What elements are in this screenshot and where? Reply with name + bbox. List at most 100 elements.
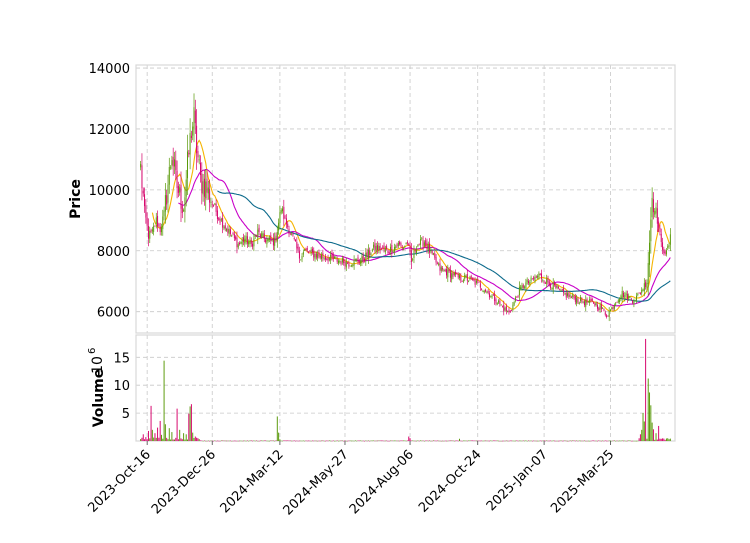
volume-bar [324,440,326,442]
volume-bar [340,440,342,441]
volume-bar [495,440,497,442]
volume-bar [409,438,411,441]
candle-body [280,210,282,213]
candle-body [556,285,558,288]
candle-body [470,276,472,279]
volume-bar [551,440,553,442]
volume-bar [262,440,264,442]
volume-bar [387,440,389,442]
candle-body [574,296,576,302]
volume-bar [289,440,291,442]
volume-bar [318,440,320,442]
candle-body [581,298,583,302]
candle-body [500,304,502,306]
volume-bars [140,338,671,442]
candle-body [609,309,611,311]
volume-bar [557,440,559,442]
candle-body [374,243,376,250]
candle-body [218,218,220,220]
volume-bar [200,440,202,441]
candle-body [252,243,254,247]
candle-body [455,272,457,275]
volume-bar [494,440,496,442]
candle-body [357,257,359,263]
volume-bar [613,440,615,441]
candle-body [216,210,218,220]
candle-body [387,250,389,253]
candle-body [534,276,536,282]
volume-bar [362,440,364,442]
volume-bar [655,433,657,441]
candle-body [388,252,390,254]
candle-body [378,245,380,251]
price-panel-frame [135,64,676,334]
volume-bar [229,440,231,442]
candle-body [417,245,419,247]
volume-bar [305,440,307,442]
candle-body [318,251,320,257]
volume-bar [298,440,300,442]
candle-body [168,166,170,185]
volume-tick-label: 15 [113,351,130,366]
candle-body [206,178,208,193]
volume-bar [538,440,540,442]
candle-body [397,242,399,246]
candle-body [561,289,563,291]
candle-body [353,259,355,266]
candle-body [427,244,429,251]
candle-body [585,299,587,307]
volume-bar [511,440,513,442]
candle-body [632,301,634,303]
candle-body [188,152,190,155]
candle-body [551,288,553,290]
candle-body [236,237,238,248]
candle-body [423,242,425,246]
volume-bar [179,429,181,441]
candle-body [430,249,432,252]
volume-bar [253,440,255,442]
volume-bar [625,440,627,442]
candle-body [603,309,605,311]
candle-body [508,309,510,313]
candle-body [559,289,561,290]
candle-body [292,233,294,236]
volume-bar [297,440,299,442]
candle-body [227,228,229,233]
volume-bar [375,440,377,442]
candle-body [405,242,407,245]
volume-bar [370,440,372,442]
candle-body [171,160,173,166]
volume-bar [499,440,501,442]
candle-body [615,303,617,305]
volume-bar [667,438,669,441]
volume-bar [356,440,358,442]
candle-body [404,246,406,248]
candle-body [235,236,237,240]
candle-body [530,277,532,281]
volume-bar [439,440,441,442]
volume-bar [629,440,631,441]
volume-bar [224,440,226,442]
candle-body [344,262,346,267]
candle-body [246,236,248,244]
candle-body [550,284,552,289]
volume-bar [425,440,427,442]
candle-body [504,307,506,311]
candle-body [440,267,442,271]
candle-body [369,250,371,255]
candle-body [573,296,575,299]
volume-bar [470,440,472,441]
candle-body [142,190,144,194]
candle-body [220,219,222,221]
candle-body [646,282,648,289]
volume-bar [397,440,399,442]
volume-bar [421,440,423,442]
volume-bar [203,440,205,442]
volume-bar [537,440,539,442]
volume-bar [287,440,289,441]
candle-body [418,244,420,246]
candle-body [151,229,153,232]
volume-panel-frame [135,334,676,442]
volume-bar [429,440,431,442]
volume-tick-label: 5 [122,407,130,422]
